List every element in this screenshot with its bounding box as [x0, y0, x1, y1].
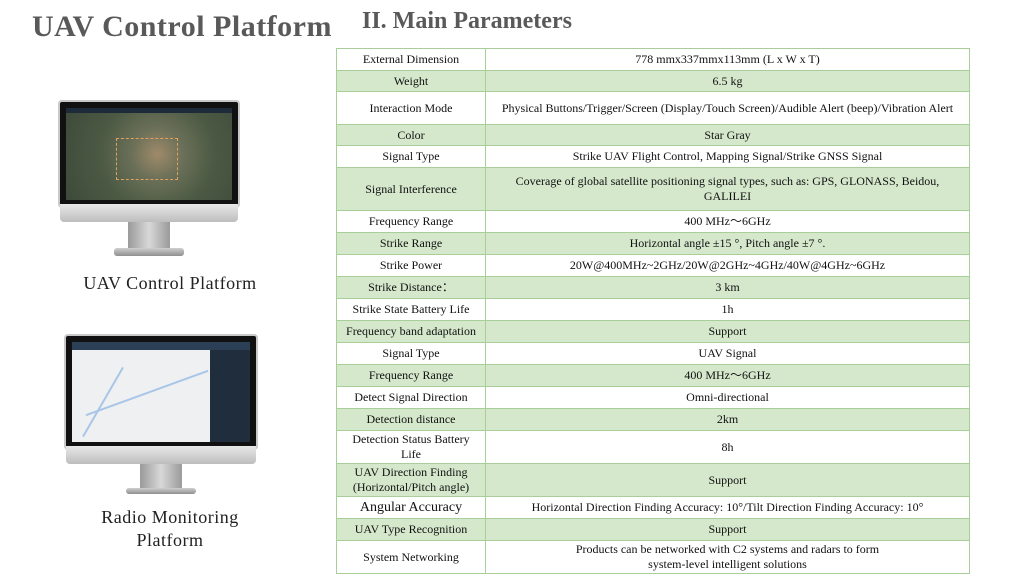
param-name: Detect Signal Direction — [336, 386, 486, 409]
param-value: 6.5 kg — [485, 70, 970, 92]
param-value: 778 mmx337mmx113mm (L x W x T) — [485, 48, 970, 71]
param-name: Frequency Range — [336, 364, 486, 387]
param-value: Horizontal angle ±15 °, Pitch angle ±7 °… — [485, 232, 970, 255]
param-value: Physical Buttons/Trigger/Screen (Display… — [485, 91, 970, 125]
table-row: Weight 6.5 kg — [336, 70, 970, 92]
param-value: 1h — [485, 298, 970, 321]
param-name: Strike State Battery Life — [336, 298, 486, 321]
param-value: Coverage of global satellite positioning… — [485, 167, 970, 211]
param-name: System Networking — [336, 540, 486, 574]
param-name: Frequency band adaptation — [336, 320, 486, 343]
param-name: Frequency Range — [336, 210, 486, 233]
table-row: Strike State Battery Life 1h — [336, 298, 970, 321]
table-row: Detection Status Battery Life 8h — [336, 430, 970, 464]
param-name: Interaction Mode — [336, 91, 486, 125]
param-value: 400 MHz～6GHz — [485, 210, 970, 233]
table-row: System Networking Products can be network… — [336, 540, 970, 574]
table-row: UAV Type Recognition Support — [336, 518, 970, 541]
table-row: Signal Type UAV Signal — [336, 342, 970, 365]
table-row: Angular Accuracy Horizontal Direction Fin… — [336, 496, 970, 519]
param-value: UAV Signal — [485, 342, 970, 365]
param-value: Support — [485, 320, 970, 343]
param-name: Weight — [336, 70, 486, 92]
param-name: Detection Status Battery Life — [336, 430, 486, 464]
param-value: 3 km — [485, 276, 970, 299]
page-title: UAV Control Platform — [32, 10, 332, 43]
param-value: 2km — [485, 408, 970, 431]
param-value: 400 MHz～6GHz — [485, 364, 970, 387]
param-value: Omni-directional — [485, 386, 970, 409]
param-name: Strike Power — [336, 254, 486, 277]
param-value: Star Gray — [485, 124, 970, 146]
table-row: Detection distance 2km — [336, 408, 970, 431]
param-name: UAV Direction Finding (Horizontal/Pitch … — [336, 463, 486, 497]
param-name: Strike Range — [336, 232, 486, 255]
parameters-table: External Dimension 778 mmx337mmx113mm (L … — [336, 48, 970, 574]
param-name: Signal Interference — [336, 167, 486, 211]
param-name: External Dimension — [336, 48, 486, 71]
param-name: UAV Type Recognition — [336, 518, 486, 541]
table-row: Signal Type Strike UAV Flight Control, Ma… — [336, 145, 970, 168]
param-value: Horizontal Direction Finding Accuracy: 1… — [485, 496, 970, 519]
uav-control-monitor-image — [58, 100, 240, 260]
table-row: Strike Range Horizontal angle ±15 °, Pitc… — [336, 232, 970, 255]
table-row: Interaction Mode Physical Buttons/Trigger… — [336, 91, 970, 125]
section-title: II. Main Parameters — [362, 8, 572, 34]
param-value: Support — [485, 518, 970, 541]
param-name: Signal Type — [336, 342, 486, 365]
table-row: Color Star Gray — [336, 124, 970, 146]
param-name: Signal Type — [336, 145, 486, 168]
uav-control-caption: UAV Control Platform — [83, 273, 257, 293]
param-name: Strike Distance： — [336, 276, 486, 299]
table-row: Signal Interference Coverage of global sa… — [336, 167, 970, 211]
table-row: Frequency Range 400 MHz～6GHz — [336, 210, 970, 233]
param-name: Color — [336, 124, 486, 146]
param-value: 8h — [485, 430, 970, 464]
radio-monitoring-caption: Radio Monitoring Platform — [101, 507, 239, 550]
param-value: Strike UAV Flight Control, Mapping Signa… — [485, 145, 970, 168]
param-name: Detection distance — [336, 408, 486, 431]
table-row: Frequency Range 400 MHz～6GHz — [336, 364, 970, 387]
param-value: Products can be networked with C2 system… — [485, 540, 970, 574]
table-row: External Dimension 778 mmx337mmx113mm (L … — [336, 48, 970, 71]
table-row: Strike Distance： 3 km — [336, 276, 970, 299]
table-row: Strike Power 20W@400MHz~2GHz/20W@2GHz~4GH… — [336, 254, 970, 277]
param-value: 20W@400MHz~2GHz/20W@2GHz~4GHz/40W@4GHz~6… — [485, 254, 970, 277]
table-row: Detect Signal Direction Omni-directional — [336, 386, 970, 409]
table-row: Frequency band adaptation Support — [336, 320, 970, 343]
table-row: UAV Direction Finding (Horizontal/Pitch … — [336, 463, 970, 497]
param-name: Angular Accuracy — [336, 496, 486, 519]
radio-monitoring-monitor-image — [64, 334, 260, 494]
param-value: Support — [485, 463, 970, 497]
